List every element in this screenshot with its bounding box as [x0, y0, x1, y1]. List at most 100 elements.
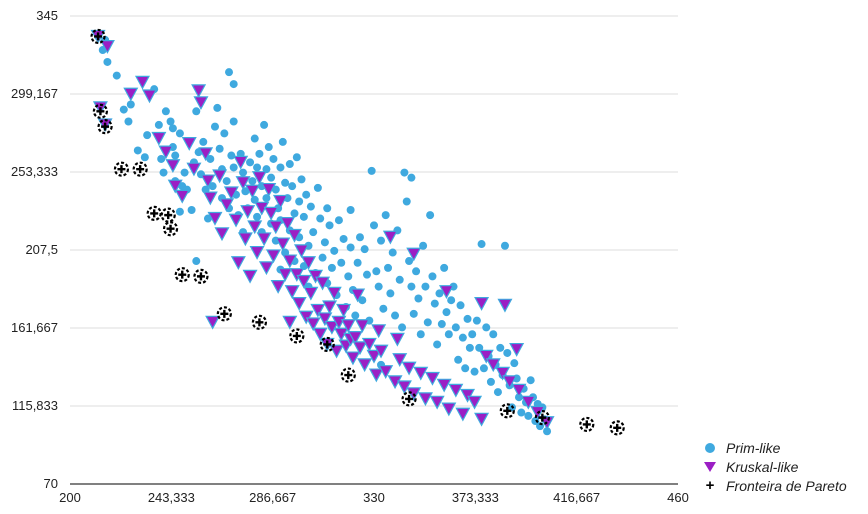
prim-point [143, 131, 152, 140]
kruskal-point [294, 244, 310, 259]
kruskal-point [401, 361, 417, 376]
kruskal-point [233, 155, 249, 170]
prim-point [386, 289, 395, 298]
prim-point [398, 323, 407, 332]
kruskal-point [200, 174, 216, 189]
prim-point [339, 234, 348, 243]
kruskal-point [371, 324, 387, 339]
x-axis-ticks: 200 243,333 286,667 330 373,333 416,667 460 [59, 490, 689, 505]
prim-point [409, 309, 418, 318]
kruskal-point [413, 366, 429, 381]
x-tick-label: 286,667 [249, 490, 296, 505]
pareto-point [113, 161, 130, 177]
series-1 [90, 29, 555, 430]
prim-point [199, 137, 208, 146]
prim-point [489, 330, 498, 339]
prim-point [269, 154, 278, 163]
kruskal-point [258, 261, 274, 276]
kruskal-point [219, 198, 235, 213]
kruskal-point [396, 380, 412, 395]
prim-point [510, 359, 519, 368]
prim-point [229, 117, 238, 126]
prim-point [346, 206, 355, 215]
kruskal-point [296, 274, 312, 289]
legend-label-prim: Prim-like [726, 439, 781, 456]
prim-point [281, 178, 290, 187]
prim-point [524, 411, 533, 420]
pareto-point [160, 207, 176, 223]
kruskal-point [345, 351, 361, 366]
prim-point [374, 282, 383, 291]
pareto-point [90, 28, 106, 45]
kruskal-point [270, 279, 286, 294]
prim-point [477, 240, 486, 249]
prim-point [325, 221, 334, 230]
kruskal-point [272, 194, 288, 209]
kruskal-point [286, 228, 302, 243]
prim-point [215, 144, 224, 153]
prim-point [423, 318, 432, 327]
kruskal-point [305, 317, 321, 332]
prim-marker-icon [704, 442, 716, 454]
y-tick-label: 161,667 [11, 320, 58, 335]
kruskal-point [214, 227, 230, 242]
prim-point [367, 166, 376, 175]
pareto-point [216, 306, 232, 322]
kruskal-point [460, 388, 476, 403]
kruskal-point [244, 184, 260, 199]
prim-point [472, 316, 481, 325]
kruskal-point [289, 268, 305, 282]
prim-point [255, 149, 264, 158]
prim-point [297, 175, 306, 184]
prim-point [168, 124, 177, 133]
prim-point [437, 320, 446, 329]
kruskal-point [251, 171, 267, 185]
prim-point [388, 248, 397, 257]
kruskal-point [142, 89, 158, 104]
prim-point [370, 221, 378, 230]
prim-point [222, 177, 231, 186]
pareto-point [92, 103, 109, 119]
kruskal-point [181, 137, 197, 151]
prim-point [355, 233, 364, 242]
kruskal-point [191, 84, 207, 99]
prim-point [285, 160, 294, 169]
prim-point [430, 299, 439, 308]
prim-point [187, 206, 196, 215]
prim-point [327, 263, 336, 272]
prim-point [126, 100, 135, 109]
kruskal-point [329, 344, 345, 359]
kruskal-point [165, 159, 181, 174]
prim-point [220, 129, 229, 138]
kruskal-point [424, 371, 440, 386]
kruskal-point [301, 256, 317, 271]
prim-point [379, 304, 388, 313]
kruskal-point [436, 378, 452, 393]
prim-point [334, 216, 343, 225]
prim-point [454, 355, 463, 364]
prim-point [421, 282, 430, 291]
kruskal-point [205, 315, 221, 330]
kruskal-point [263, 206, 279, 221]
prim-point [323, 204, 332, 213]
legend-item-pareto: + Fronteira de Pareto [704, 476, 864, 495]
prim-point [372, 267, 381, 276]
kruskal-point [438, 285, 454, 299]
prim-point [377, 236, 386, 245]
kruskal-point [303, 286, 319, 301]
prim-point [543, 427, 552, 436]
prim-point [208, 182, 217, 191]
prim-point [337, 258, 346, 267]
kruskal-point [242, 269, 258, 284]
prim-point [253, 212, 262, 221]
prim-point [400, 168, 409, 177]
prim-point [405, 257, 414, 266]
prim-point [414, 294, 423, 303]
data-marks [90, 28, 625, 436]
kruskal-point [193, 96, 209, 111]
gridlines [70, 15, 678, 407]
prim-point [253, 163, 262, 172]
kruskal-point [291, 297, 307, 311]
kruskal-point [298, 310, 314, 325]
